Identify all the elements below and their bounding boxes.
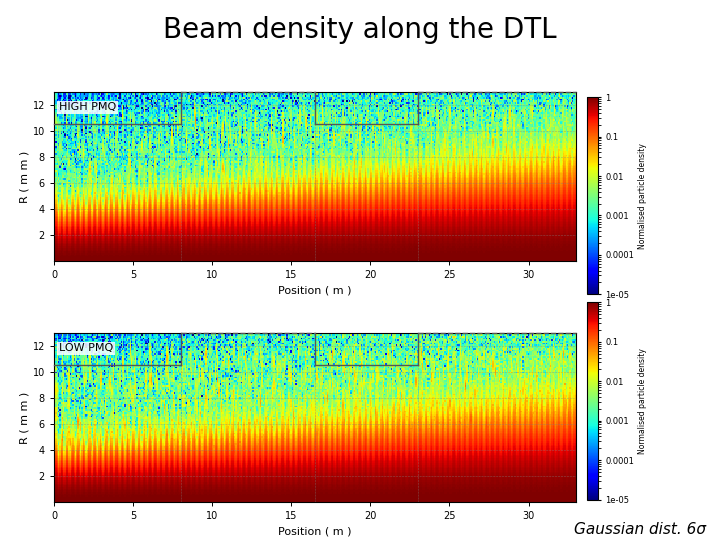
Y-axis label: Normalised particle density: Normalised particle density [639,143,647,249]
X-axis label: Position ( m ): Position ( m ) [278,286,352,296]
Y-axis label: R ( m m ): R ( m m ) [20,392,30,443]
Y-axis label: Normalised particle density: Normalised particle density [639,348,647,454]
Text: Gaussian dist. 6σ: Gaussian dist. 6σ [574,522,706,537]
Text: LOW PMQ: LOW PMQ [59,343,113,353]
Y-axis label: R ( m m ): R ( m m ) [20,151,30,202]
Text: Beam density along the DTL: Beam density along the DTL [163,16,557,44]
Text: HIGH PMQ: HIGH PMQ [59,103,116,112]
X-axis label: Position ( m ): Position ( m ) [278,527,352,537]
